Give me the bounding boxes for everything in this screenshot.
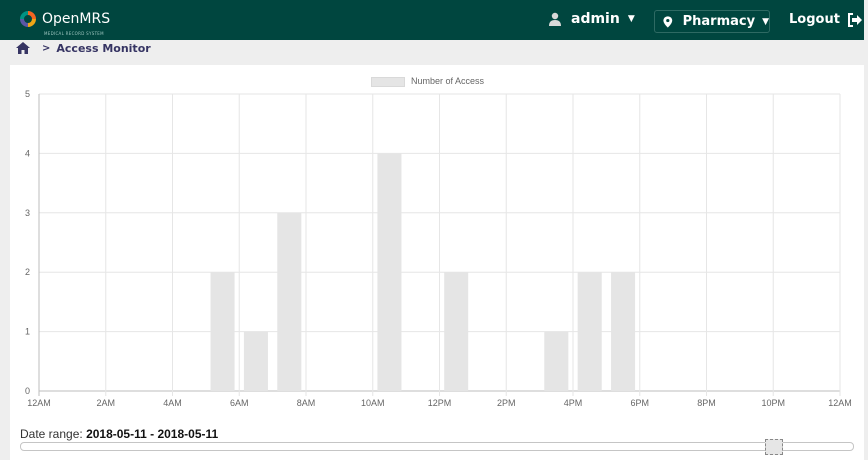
user-icon [549, 12, 561, 26]
x-tick-label: 6PM [630, 398, 649, 408]
legend-label[interactable]: Number of Access [411, 76, 485, 86]
y-tick-label: 3 [25, 208, 30, 218]
x-tick-label: 2PM [497, 398, 516, 408]
bar-5PM[interactable] [611, 272, 636, 391]
location-name: Pharmacy [682, 14, 756, 29]
date-range: Date range: 2018-05-11 - 2018-05-11 [20, 427, 218, 441]
x-tick-label: 12AM [828, 398, 852, 408]
bar-3PM[interactable] [544, 331, 569, 391]
app-tagline: MEDICAL RECORD SYSTEM [44, 31, 104, 36]
x-tick-label: 10AM [361, 398, 385, 408]
bar-4PM[interactable] [577, 272, 602, 391]
x-tick-label: 12PM [428, 398, 452, 408]
home-icon[interactable] [16, 42, 30, 54]
bar-12PM[interactable] [444, 272, 469, 391]
x-tick-label: 4AM [163, 398, 182, 408]
openmrs-logo[interactable]: OpenMRS MEDICAL RECORD SYSTEM [18, 9, 111, 36]
x-tick-label: 10PM [761, 398, 785, 408]
y-tick-label: 4 [25, 148, 30, 158]
logout-label: Logout [789, 12, 840, 27]
x-tick-label: 8AM [297, 398, 316, 408]
location-selector[interactable]: Pharmacy ▼ [654, 10, 770, 33]
x-tick-label: 2AM [96, 398, 115, 408]
y-tick-label: 1 [25, 327, 30, 337]
sign-out-icon [847, 12, 862, 27]
legend-swatch[interactable] [371, 77, 405, 87]
app-name: OpenMRS [42, 11, 111, 27]
x-tick-label: 8PM [697, 398, 716, 408]
x-tick-label: 4PM [564, 398, 583, 408]
y-tick-label: 0 [25, 386, 30, 396]
caret-down-icon: ▼ [627, 14, 635, 24]
date-range-label: Date range: [20, 427, 83, 441]
bar-7AM[interactable] [277, 212, 302, 391]
y-tick-label: 2 [25, 267, 30, 277]
logout-button[interactable]: Logout [789, 12, 863, 27]
user-menu[interactable]: admin ▼ [548, 11, 635, 27]
chart-panel [10, 65, 864, 460]
chevron-right-icon: > [42, 42, 51, 54]
bar-6AM[interactable] [243, 331, 268, 391]
top-header: OpenMRS MEDICAL RECORD SYSTEM admin ▼ Ph… [0, 0, 864, 40]
y-tick-label: 5 [25, 89, 30, 99]
x-tick-label: 12AM [27, 398, 51, 408]
user-name: admin [571, 11, 620, 27]
map-marker-icon [663, 15, 673, 28]
breadcrumb-current: Access Monitor [56, 41, 151, 55]
date-range-value: 2018-05-11 - 2018-05-11 [86, 427, 219, 441]
breadcrumb: > Access Monitor [16, 41, 151, 55]
x-tick-label: 6AM [230, 398, 249, 408]
bar-10AM[interactable] [377, 153, 402, 391]
caret-down-icon: ▼ [762, 16, 769, 27]
date-slider-track[interactable] [20, 442, 854, 451]
date-slider-handle[interactable] [765, 439, 783, 455]
bar-5AM[interactable] [210, 272, 235, 391]
openmrs-logo-icon [20, 11, 36, 27]
